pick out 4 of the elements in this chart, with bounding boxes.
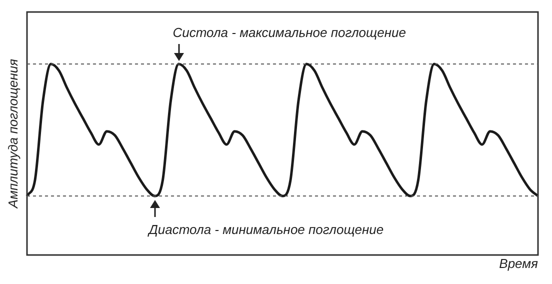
y-axis-title: Амплитуда поглощения <box>6 58 21 210</box>
ref-line-label: Систола - максимальное поглощение <box>172 25 406 40</box>
x-axis-title: Время <box>499 256 538 272</box>
ref-line-label: Диастола - минимальное поглощение <box>146 222 384 238</box>
